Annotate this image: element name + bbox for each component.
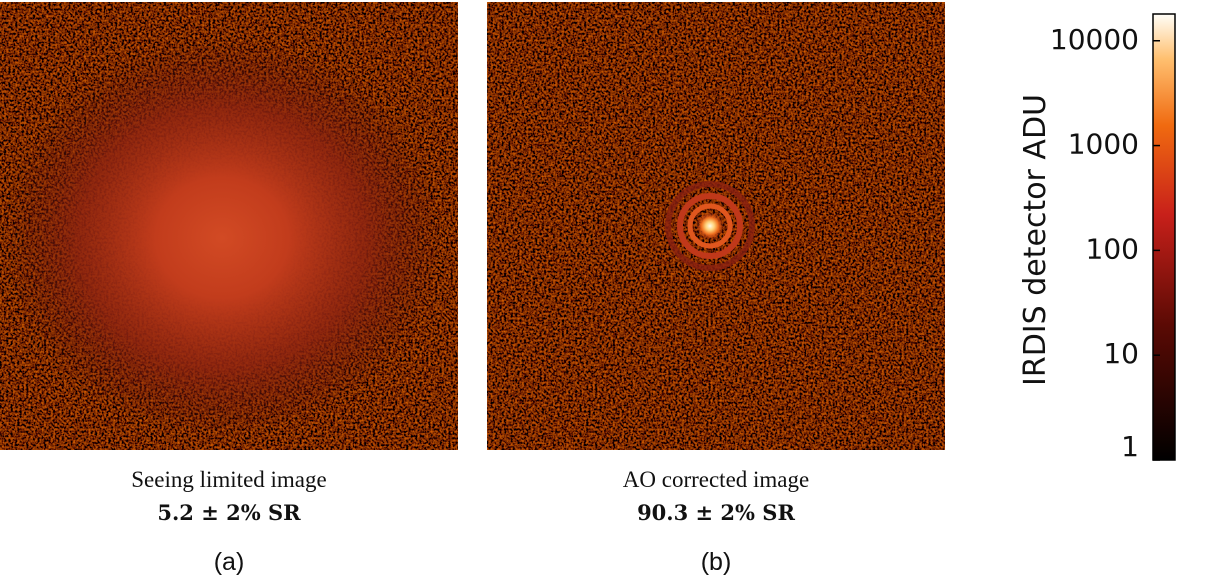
panel-label: (a)	[214, 548, 245, 576]
tick-label: 1000	[1068, 128, 1139, 161]
colorbar-scale	[1152, 13, 1176, 461]
tick-label: 10	[1103, 337, 1139, 370]
panel-a: Seeing limited image 5.2 ± 2% SR (a)	[0, 2, 458, 576]
caption: AO corrected image	[623, 467, 809, 492]
colorbar-label: IRDIS detector ADU	[1018, 94, 1053, 386]
airy-ring	[677, 193, 743, 259]
tick-label: 10000	[1050, 23, 1139, 56]
airy-ring	[665, 181, 755, 271]
airy-ring	[687, 203, 733, 249]
seeing-halo	[2, 30, 442, 430]
psf-core	[696, 212, 724, 240]
panel-b: AO corrected image 90.3 ± 2% SR (b)	[487, 2, 945, 576]
panel-label: (b)	[701, 548, 732, 576]
tick-label: 100	[1086, 232, 1139, 265]
strehl: 5.2 ± 2% SR	[157, 500, 301, 525]
tick-label: 1	[1121, 430, 1139, 463]
strehl: 90.3 ± 2% SR	[637, 500, 795, 525]
caption: Seeing limited image	[131, 467, 326, 492]
colorbar: IRDIS detector ADU	[1018, 13, 1176, 461]
